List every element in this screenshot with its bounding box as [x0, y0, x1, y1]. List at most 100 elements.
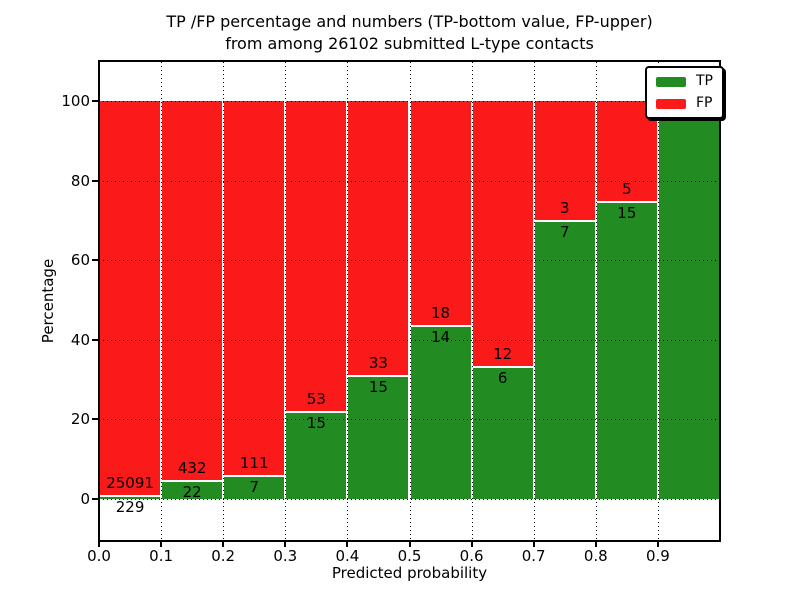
y-tick-label: 0 — [80, 490, 90, 508]
y-tick-mark — [92, 259, 98, 262]
tp-count-label: 15 — [617, 203, 637, 222]
bar-segment-tp — [534, 220, 595, 499]
tp-count-label: 22 — [182, 482, 202, 501]
tp-count-label: 6 — [497, 369, 508, 388]
spine-bottom — [98, 540, 721, 542]
bar-segment-tp — [224, 475, 285, 499]
x-tick-label: 0.2 — [211, 547, 236, 565]
x-tick-mark — [656, 542, 659, 547]
x-axis-label: Predicted probability — [331, 564, 488, 582]
fp-count-label: 3 — [559, 199, 570, 218]
y-tick-label: 40 — [70, 330, 90, 349]
x-tick-mark — [160, 542, 163, 547]
v-gridline — [533, 62, 535, 540]
x-tick-label: 0.3 — [273, 547, 298, 565]
x-tick-label: 0.8 — [583, 547, 608, 565]
y-tick-mark — [92, 100, 98, 102]
chart-title-line1: TP /FP percentage and numbers (TP-bottom… — [166, 12, 653, 31]
x-tick-mark — [532, 542, 535, 547]
bar-segment-tp — [348, 374, 409, 499]
bar-segment-fp — [162, 101, 223, 480]
v-gridline — [161, 62, 163, 540]
x-tick-mark — [470, 542, 473, 547]
tp-count-label: 15 — [368, 377, 388, 396]
plot-area-inner: 250912294322211175315331518141263751514T… — [99, 62, 724, 540]
x-tick-mark — [284, 542, 287, 547]
tp-count-label: 7 — [559, 223, 570, 242]
bar-group — [534, 101, 595, 499]
x-tick-mark — [346, 542, 349, 547]
legend-entry-fp: FP — [656, 96, 713, 111]
bar-segment-fp — [286, 101, 347, 412]
bar-group — [348, 101, 409, 499]
bar-segment-tp — [286, 411, 347, 499]
h-gridline — [99, 499, 720, 500]
bar-segment-tp — [100, 495, 161, 499]
y-tick-label: 60 — [70, 251, 90, 270]
tp-count-label: 229 — [115, 498, 145, 517]
bar-group — [286, 101, 347, 499]
bar-group — [100, 101, 161, 499]
spine-left — [98, 60, 100, 542]
h-gridline — [99, 339, 720, 341]
v-gridline — [471, 62, 473, 540]
bar-segment-tp — [472, 366, 533, 499]
v-gridline — [595, 62, 597, 540]
y-tick-label: 100 — [61, 92, 90, 110]
fp-count-label: 25091 — [106, 474, 154, 493]
spine-right — [719, 60, 721, 542]
bar-segment-fp — [472, 101, 533, 367]
legend-swatch-tp — [656, 76, 686, 87]
bar-group — [658, 101, 719, 499]
y-tick-mark — [92, 498, 98, 500]
x-tick-label: 0.6 — [459, 547, 484, 565]
chart-title-line2: from among 26102 submitted L-type contac… — [225, 34, 594, 53]
y-tick-mark — [92, 418, 98, 421]
y-tick-label: 80 — [70, 171, 90, 190]
y-tick-mark — [92, 338, 98, 341]
legend-label: FP — [696, 95, 713, 111]
bar-segment-fp — [348, 101, 409, 375]
h-gridline — [99, 180, 720, 182]
x-tick-label: 0.7 — [521, 547, 546, 565]
fp-count-label: 18 — [431, 303, 451, 322]
fp-count-label: 432 — [177, 458, 207, 477]
v-gridline — [347, 62, 349, 540]
legend-label: TP — [696, 73, 713, 89]
bar-group — [596, 101, 657, 499]
fp-count-label: 33 — [368, 353, 388, 372]
bar-segment-tp — [596, 200, 657, 499]
bar-segment-fp — [100, 101, 161, 496]
bar-group — [472, 101, 533, 499]
tp-count-label: 14 — [431, 327, 451, 346]
legend-entry-tp: TP — [656, 74, 713, 89]
bar-segment-tp — [410, 324, 471, 499]
v-gridline — [223, 62, 225, 540]
v-gridline — [657, 62, 659, 540]
bar-group — [410, 101, 471, 499]
chart-title: TP /FP percentage and numbers (TP-bottom… — [99, 11, 720, 55]
h-gridline — [99, 419, 720, 421]
bar-segment-fp — [224, 101, 285, 476]
bar-segment-tp — [658, 101, 719, 499]
h-gridline — [99, 260, 720, 262]
x-tick-mark — [594, 542, 597, 547]
legend: TP FP — [645, 66, 724, 119]
bar-segment-fp — [534, 101, 595, 221]
x-tick-mark — [98, 542, 100, 547]
spine-top — [98, 60, 721, 62]
v-gridline — [409, 62, 411, 540]
v-gridline — [285, 62, 287, 540]
bar-segment-fp — [410, 101, 471, 325]
y-tick-mark — [92, 179, 98, 182]
fp-count-label: 5 — [622, 179, 632, 198]
y-tick-label: 20 — [70, 410, 90, 429]
bar-group — [224, 101, 285, 499]
fp-count-label: 111 — [239, 454, 269, 473]
h-gridline — [99, 101, 720, 102]
fp-count-label: 12 — [493, 345, 513, 364]
x-tick-label: 0.5 — [397, 547, 422, 565]
tp-count-label: 7 — [249, 478, 260, 497]
bar-segment-tp — [162, 479, 223, 499]
